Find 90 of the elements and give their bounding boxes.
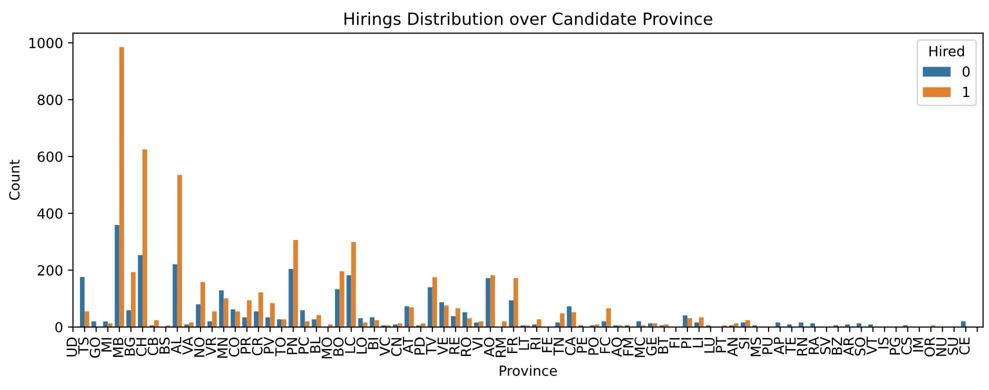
x-tick-label: VR bbox=[206, 337, 216, 356]
legend-title: Hired bbox=[930, 46, 964, 56]
x-tick-label: LU bbox=[704, 338, 715, 353]
x-tick-label: CA bbox=[565, 336, 576, 356]
x-tick-label: PN bbox=[286, 338, 298, 354]
y-tick-label: 1000 bbox=[29, 38, 62, 48]
x-tick-label: BO bbox=[333, 338, 344, 356]
x-tick-label: CE bbox=[959, 338, 970, 354]
x-tick-label: PO bbox=[588, 338, 599, 355]
x-tick-label: RN bbox=[797, 338, 808, 356]
x-tick-label: LT bbox=[518, 336, 529, 350]
x-tick-label: IS bbox=[878, 338, 889, 348]
x-tick-label: TN bbox=[554, 338, 564, 356]
x-tick-label: IM bbox=[913, 338, 924, 352]
x-tick-label: BI bbox=[368, 338, 378, 349]
x-tick-label: GO bbox=[90, 338, 100, 358]
x-tick-label: LI bbox=[692, 338, 703, 348]
x-tick-label: BL bbox=[310, 336, 320, 353]
x-tick-label: MN bbox=[217, 338, 228, 358]
x-tick-label: TV bbox=[426, 336, 436, 355]
y-tick-label: 200 bbox=[38, 265, 62, 276]
x-tick-label: MS bbox=[750, 338, 762, 356]
x-tick-label: PE bbox=[576, 338, 587, 353]
x-tick-label: AQ bbox=[611, 338, 624, 357]
x-tick-label: PD bbox=[414, 338, 425, 354]
x-tick-label: PG bbox=[890, 338, 900, 355]
legend-label: 0 bbox=[962, 66, 970, 77]
x-tick-label: AR bbox=[843, 337, 854, 356]
x-tick-label: RI bbox=[530, 338, 541, 350]
x-tick-label: BZ bbox=[832, 337, 842, 354]
x-tick-label: MO bbox=[322, 338, 332, 358]
x-tick-label: PC bbox=[298, 337, 309, 354]
x-tick-label: BS bbox=[159, 338, 170, 354]
x-tick-label: PV bbox=[264, 336, 274, 354]
y-axis-title: Count bbox=[9, 160, 20, 200]
x-axis-title: Province bbox=[500, 365, 557, 376]
x-tick-label: CS bbox=[901, 338, 912, 354]
x-tick-label: SU bbox=[948, 338, 958, 355]
x-tick-label: PU bbox=[762, 338, 773, 354]
x-tick-label: FR bbox=[507, 337, 518, 354]
x-tick-label: AO bbox=[484, 338, 494, 357]
x-tick-label: NO bbox=[194, 338, 205, 357]
x-tick-label: UD bbox=[66, 338, 78, 356]
x-tick-label: PR bbox=[240, 337, 251, 354]
x-tick-label: TS bbox=[78, 338, 89, 354]
legend-label: 1 bbox=[963, 86, 970, 97]
x-tick-label: LO bbox=[356, 338, 367, 354]
x-tick-label: OR bbox=[924, 337, 935, 357]
x-tick-label: GE bbox=[646, 338, 657, 356]
x-tick-label: FI bbox=[670, 338, 680, 348]
x-tick-label: TE bbox=[785, 338, 796, 354]
x-tick-label: AL bbox=[171, 336, 182, 354]
x-tick-label: RO bbox=[460, 338, 472, 356]
x-tick-label: VC bbox=[380, 337, 390, 356]
y-tick-label: 600 bbox=[38, 151, 62, 162]
x-tick-label: VE bbox=[438, 338, 448, 355]
x-tick-label: NU bbox=[936, 338, 947, 356]
x-tick-label: SI bbox=[738, 338, 750, 349]
x-tick-label: MB bbox=[113, 338, 124, 357]
x-tick-label: FM bbox=[623, 338, 634, 356]
x-tick-label: SV bbox=[820, 336, 831, 354]
x-tick-label: CB bbox=[148, 338, 158, 356]
chart-title: Hirings Distribution over Candidate Province bbox=[344, 12, 712, 28]
x-tick-label: CH bbox=[136, 338, 147, 356]
x-tick-label: TO bbox=[275, 338, 286, 356]
x-tick-label: PI bbox=[681, 338, 692, 348]
x-tick-label: AT bbox=[402, 336, 414, 354]
y-tick-label: 0 bbox=[55, 322, 62, 332]
x-tick-label: RE bbox=[449, 338, 460, 354]
x-tick-label: RM bbox=[496, 338, 506, 358]
x-tick-label: MC bbox=[634, 337, 646, 358]
x-tick-label: MI bbox=[101, 338, 112, 352]
x-tick-label: SO bbox=[854, 338, 866, 356]
x-tick-label: AN bbox=[728, 338, 738, 357]
x-tick-label: CR bbox=[252, 337, 263, 356]
x-tick-label: LC bbox=[344, 337, 356, 353]
x-tick-label: FE bbox=[542, 338, 552, 352]
x-tick-label: RA bbox=[808, 336, 819, 354]
y-tick-label: 800 bbox=[38, 94, 62, 106]
x-tick-label: FC bbox=[600, 337, 610, 354]
x-tick-label: CO bbox=[228, 338, 240, 357]
x-tick-label: VA bbox=[182, 336, 193, 355]
x-tick-label: VI bbox=[472, 338, 483, 350]
x-tick-label: BT bbox=[658, 336, 668, 354]
x-tick-label: AP bbox=[774, 337, 784, 355]
x-tick-label: BG bbox=[124, 338, 135, 356]
x-tick-label: PT bbox=[716, 336, 726, 352]
y-tick-label: 400 bbox=[37, 208, 62, 219]
x-tick-label: CN bbox=[391, 338, 402, 356]
x-tick-label: VT bbox=[866, 336, 877, 355]
